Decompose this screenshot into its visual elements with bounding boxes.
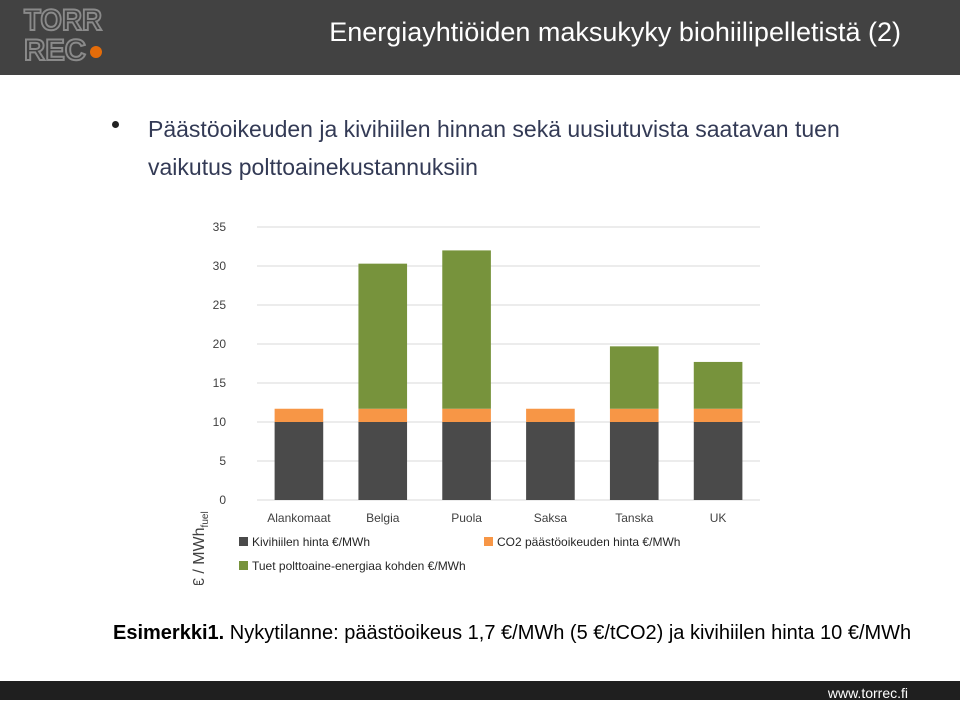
- y-axis-label: € / MWhfuel: [191, 511, 211, 585]
- logo-line2: REC: [24, 34, 86, 66]
- y-tick-label: 20: [213, 337, 227, 351]
- bar-segment: [526, 422, 575, 500]
- bar-segment: [274, 408, 324, 422]
- y-tick-label: 5: [219, 454, 226, 468]
- x-tick-label: UK: [710, 511, 727, 525]
- bullet-text: Päästöoikeuden ja kivihiilen hinnan sekä…: [148, 116, 840, 180]
- y-tick-label: 10: [213, 415, 227, 429]
- legend-swatch: [239, 561, 248, 570]
- header-bar: TORR REC Energiayhtiöiden maksukyky bioh…: [0, 0, 960, 75]
- torrec-logo: TORR REC: [23, 3, 103, 66]
- x-tick-label: Puola: [451, 511, 482, 525]
- y-tick-label: 35: [213, 220, 227, 234]
- stacked-bar-chart: 0 5 10 15 20 25 30 35 Alankomaat Belgia Puola Saksa…: [191, 220, 760, 585]
- y-tick-label: 25: [213, 298, 227, 312]
- example-text: Nykytilanne: päästöoikeus 1,7 €/MWh (5 €…: [224, 622, 912, 644]
- bar-segment: [693, 408, 743, 422]
- legend-label: Tuet polttoaine-energiaa kohden €/MWh: [252, 559, 466, 573]
- x-tick-label: Saksa: [534, 511, 568, 525]
- legend-swatch: [484, 537, 493, 546]
- legend: Kivihiilen hinta €/MWh CO2 päästöoikeuden…: [239, 535, 680, 573]
- x-tick-label: Alankomaat: [267, 511, 331, 525]
- bar-segment: [358, 422, 408, 500]
- bar-segment: [609, 422, 659, 500]
- logo-dot: [90, 46, 102, 58]
- labels-layer: 0 5 10 15 20 25 30 35 Alankomaat Belgia Puola Saksa…: [213, 220, 727, 525]
- grid-layer: [257, 226, 760, 501]
- legend-label: Kivihiilen hinta €/MWh: [252, 535, 370, 549]
- bar-segment: [358, 263, 408, 409]
- x-tick-label: Tanska: [615, 511, 653, 525]
- x-tick-label: Belgia: [366, 511, 400, 525]
- bar-segment: [693, 361, 743, 409]
- footer-bar: www.torrec.fi: [0, 681, 960, 701]
- slide-title: Energiayhtiöiden maksukyky biohiilipelle…: [329, 17, 901, 47]
- y-axis-label-sub: fuel: [200, 511, 211, 527]
- legend-label: CO2 päästöoikeuden hinta €/MWh: [497, 535, 680, 549]
- bar-segment: [609, 408, 659, 422]
- y-axis-label-main: € / MWh: [191, 527, 208, 585]
- bullet-marker: [112, 121, 119, 128]
- y-tick-label: 30: [213, 259, 227, 273]
- bar-segment: [442, 250, 491, 409]
- bar-segment: [693, 422, 743, 500]
- footer-url[interactable]: www.torrec.fi: [827, 685, 908, 701]
- bar-segment: [442, 422, 491, 500]
- example-note: Esimerkki1. Nykytilanne: päästöoikeus 1,…: [113, 620, 911, 646]
- y-tick-label: 15: [213, 376, 227, 390]
- bar-segment: [526, 408, 575, 422]
- bar-segment: [358, 408, 408, 422]
- bar-segment: [609, 346, 659, 409]
- legend-swatch: [239, 537, 248, 546]
- bars-layer: [274, 250, 743, 500]
- y-tick-label: 0: [219, 493, 226, 507]
- logo-line1: TORR: [24, 4, 102, 37]
- bar-segment: [274, 422, 324, 500]
- bar-segment: [442, 408, 491, 422]
- example-label: Esimerkki1.: [113, 622, 225, 644]
